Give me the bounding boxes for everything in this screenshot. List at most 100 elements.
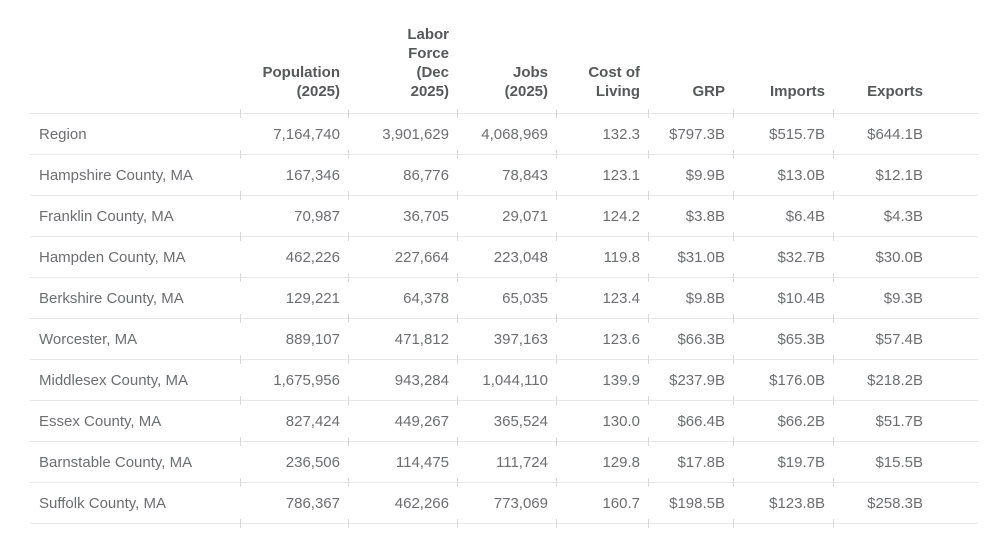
cell-exports: $12.1B <box>833 154 978 200</box>
cell-population: 889,107 <box>240 318 348 364</box>
cell-imports: $32.7B <box>733 236 833 282</box>
column-header-grp: GRP <box>648 25 733 118</box>
cell-imports: $65.3B <box>733 318 833 364</box>
cell-exports: $30.0B <box>833 236 978 282</box>
table-row-worcester: Worcester, MA 889,107 471,812 397,163 12… <box>30 318 978 364</box>
cell-labor-force: 449,267 <box>348 400 457 446</box>
cell-population: 1,675,956 <box>240 359 348 405</box>
cell-imports: $66.2B <box>733 400 833 446</box>
cell-jobs: 78,843 <box>457 154 556 200</box>
cell-cost-of-living: 123.1 <box>556 154 648 200</box>
column-header-region <box>30 25 240 114</box>
cell-cost-of-living: 139.9 <box>556 359 648 405</box>
regional-data-table-container: Population (2025) Labor Force (Dec 2025)… <box>30 25 978 528</box>
cell-exports: $57.4B <box>833 318 978 364</box>
cell-jobs: 4,068,969 <box>457 113 556 159</box>
cell-region-name: Hampden County, MA <box>30 236 240 278</box>
cell-imports: $10.4B <box>733 277 833 323</box>
cell-region-name: Berkshire County, MA <box>30 277 240 319</box>
cell-imports: $176.0B <box>733 359 833 405</box>
cell-labor-force: 86,776 <box>348 154 457 200</box>
cell-grp: $66.4B <box>648 400 733 446</box>
cell-imports: $515.7B <box>733 113 833 159</box>
cell-grp: $66.3B <box>648 318 733 364</box>
table-row-essex: Essex County, MA 827,424 449,267 365,524… <box>30 400 978 446</box>
cell-exports: $15.5B <box>833 441 978 487</box>
cell-region-name: Suffolk County, MA <box>30 482 240 524</box>
cell-cost-of-living: 160.7 <box>556 482 648 528</box>
cell-population: 167,346 <box>240 154 348 200</box>
cell-imports: $13.0B <box>733 154 833 200</box>
cell-jobs: 773,069 <box>457 482 556 528</box>
cell-imports: $123.8B <box>733 482 833 528</box>
cell-cost-of-living: 123.6 <box>556 318 648 364</box>
cell-exports: $51.7B <box>833 400 978 446</box>
cell-grp: $198.5B <box>648 482 733 528</box>
table-header: Population (2025) Labor Force (Dec 2025)… <box>30 25 978 118</box>
table-header-row: Population (2025) Labor Force (Dec 2025)… <box>30 25 978 118</box>
table-body: Region 7,164,740 3,901,629 4,068,969 132… <box>30 113 978 528</box>
cell-labor-force: 227,664 <box>348 236 457 282</box>
cell-labor-force: 471,812 <box>348 318 457 364</box>
table-row-hampden: Hampden County, MA 462,226 227,664 223,0… <box>30 236 978 282</box>
table-row-region: Region 7,164,740 3,901,629 4,068,969 132… <box>30 113 978 159</box>
cell-population: 129,221 <box>240 277 348 323</box>
cell-jobs: 223,048 <box>457 236 556 282</box>
cell-cost-of-living: 132.3 <box>556 113 648 159</box>
cell-imports: $19.7B <box>733 441 833 487</box>
cell-grp: $31.0B <box>648 236 733 282</box>
cell-labor-force: 36,705 <box>348 195 457 241</box>
table-row-hampshire: Hampshire County, MA 167,346 86,776 78,8… <box>30 154 978 200</box>
cell-population: 462,226 <box>240 236 348 282</box>
cell-jobs: 29,071 <box>457 195 556 241</box>
cell-region-name: Middlesex County, MA <box>30 359 240 401</box>
cell-grp: $9.9B <box>648 154 733 200</box>
cell-region-name: Franklin County, MA <box>30 195 240 237</box>
cell-labor-force: 3,901,629 <box>348 113 457 159</box>
cell-region-name: Region <box>30 113 240 155</box>
cell-labor-force: 114,475 <box>348 441 457 487</box>
cell-cost-of-living: 124.2 <box>556 195 648 241</box>
table-row-middlesex: Middlesex County, MA 1,675,956 943,284 1… <box>30 359 978 405</box>
column-header-labor-force: Labor Force (Dec 2025) <box>348 25 457 118</box>
cell-cost-of-living: 130.0 <box>556 400 648 446</box>
cell-cost-of-living: 119.8 <box>556 236 648 282</box>
cell-region-name: Essex County, MA <box>30 400 240 442</box>
table-row-suffolk: Suffolk County, MA 786,367 462,266 773,0… <box>30 482 978 528</box>
cell-grp: $17.8B <box>648 441 733 487</box>
column-header-imports: Imports <box>733 25 833 118</box>
cell-population: 70,987 <box>240 195 348 241</box>
cell-population: 7,164,740 <box>240 113 348 159</box>
cell-region-name: Worcester, MA <box>30 318 240 360</box>
cell-exports: $9.3B <box>833 277 978 323</box>
column-header-population: Population (2025) <box>240 25 348 118</box>
cell-exports: $258.3B <box>833 482 978 528</box>
regional-data-table: Population (2025) Labor Force (Dec 2025)… <box>30 25 978 528</box>
column-header-jobs: Jobs (2025) <box>457 25 556 118</box>
cell-exports: $218.2B <box>833 359 978 405</box>
cell-population: 786,367 <box>240 482 348 528</box>
cell-imports: $6.4B <box>733 195 833 241</box>
cell-region-name: Hampshire County, MA <box>30 154 240 196</box>
cell-population: 236,506 <box>240 441 348 487</box>
cell-exports: $644.1B <box>833 113 978 159</box>
cell-grp: $9.8B <box>648 277 733 323</box>
cell-cost-of-living: 129.8 <box>556 441 648 487</box>
cell-jobs: 397,163 <box>457 318 556 364</box>
cell-cost-of-living: 123.4 <box>556 277 648 323</box>
cell-jobs: 1,044,110 <box>457 359 556 405</box>
cell-labor-force: 943,284 <box>348 359 457 405</box>
table-row-berkshire: Berkshire County, MA 129,221 64,378 65,0… <box>30 277 978 323</box>
cell-region-name: Barnstable County, MA <box>30 441 240 483</box>
column-header-cost-of-living: Cost of Living <box>556 25 648 118</box>
cell-grp: $3.8B <box>648 195 733 241</box>
cell-grp: $797.3B <box>648 113 733 159</box>
cell-jobs: 365,524 <box>457 400 556 446</box>
cell-jobs: 65,035 <box>457 277 556 323</box>
cell-exports: $4.3B <box>833 195 978 241</box>
table-row-franklin: Franklin County, MA 70,987 36,705 29,071… <box>30 195 978 241</box>
cell-labor-force: 462,266 <box>348 482 457 528</box>
cell-grp: $237.9B <box>648 359 733 405</box>
cell-population: 827,424 <box>240 400 348 446</box>
column-header-exports: Exports <box>833 25 978 118</box>
